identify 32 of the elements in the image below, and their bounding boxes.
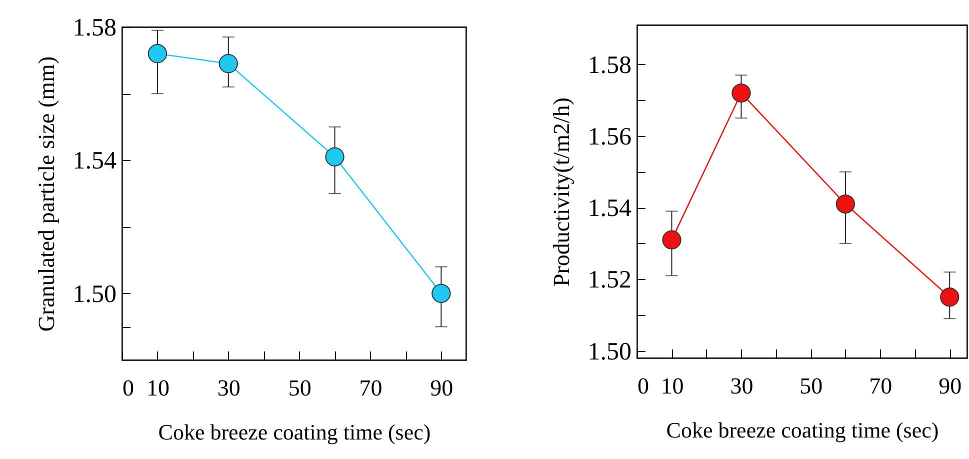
point (662, 230, 682, 250)
x-tick-label: 30 (730, 374, 754, 398)
point (325, 147, 344, 166)
y-tick-label: 1.56 (588, 124, 632, 150)
x-axis-title: Coke breeze coating time (sec) (666, 418, 939, 442)
x-tick-label: 70 (359, 376, 382, 400)
x-tick-label: 10 (660, 374, 684, 398)
point (732, 83, 751, 103)
x-tick-label: 50 (800, 374, 823, 398)
point (940, 288, 960, 307)
point (836, 194, 856, 214)
y-tick-label: 1.52 (588, 266, 632, 294)
x-tick-label: 90 (430, 376, 454, 400)
y-axis-title: Productivity(t/m2/h) (548, 97, 574, 287)
point (218, 54, 238, 74)
x-tick-label: 90 (938, 374, 962, 398)
x-axis-title: Coke breeze coating time (sec) (158, 420, 431, 444)
y-tick-label: 1.54 (588, 195, 632, 222)
point (148, 44, 168, 64)
x-tick-label: 0 (638, 374, 649, 398)
y-axis-title: Granulated particle size (mm) (34, 56, 59, 332)
y-tick-label: 1.58 (72, 14, 116, 42)
y-tick-label: 1.58 (588, 52, 632, 79)
y-tick-label: 1.54 (72, 148, 117, 175)
y-tick-label: 1.50 (72, 280, 116, 308)
x-tick-label: 0 (122, 376, 134, 400)
x-tick-label: 30 (217, 376, 240, 400)
x-tick-label: 10 (146, 376, 170, 400)
y-tick-label: 1.50 (588, 338, 632, 366)
point (432, 284, 451, 303)
x-tick-label: 70 (869, 374, 892, 398)
x-tick-label: 50 (288, 376, 312, 400)
